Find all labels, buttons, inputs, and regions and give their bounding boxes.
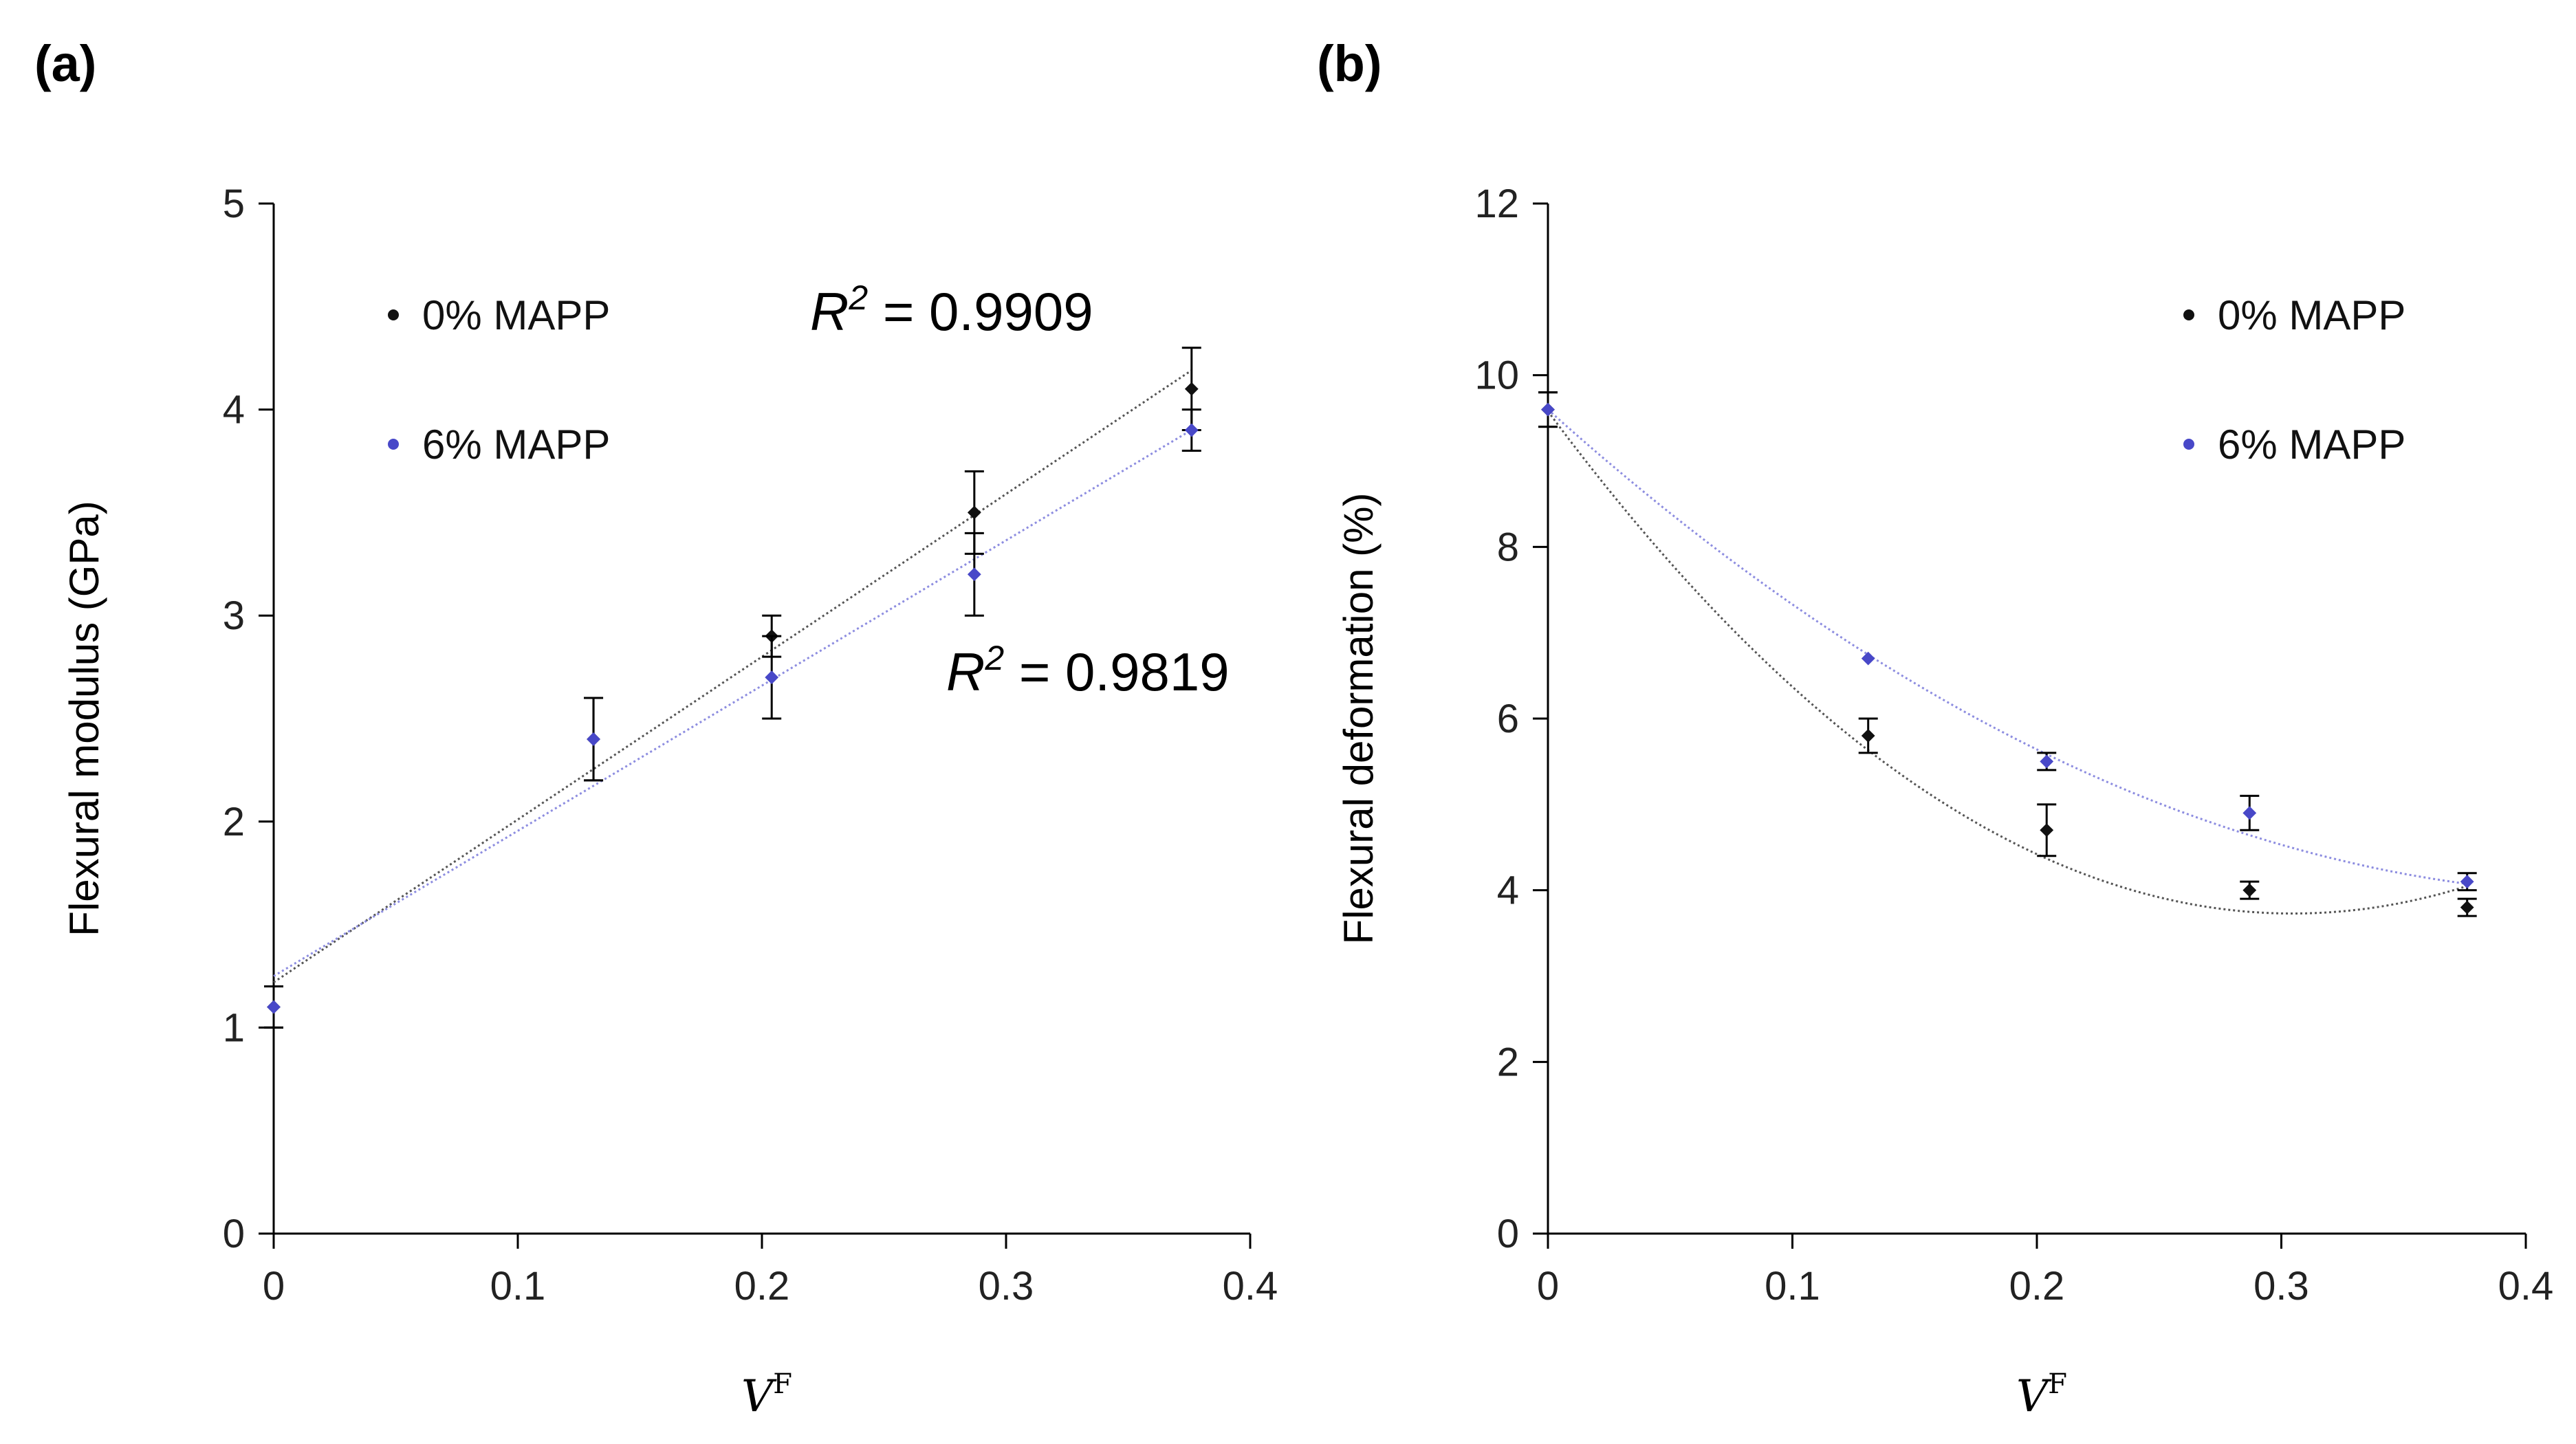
data-point-0pct-mapp — [2460, 900, 2474, 915]
trendline-6pct-mapp — [273, 429, 1192, 977]
panel-b-legend: 0% MAPP 6% MAPP — [2183, 292, 2405, 468]
legend-marker-0pct-mapp — [388, 309, 399, 320]
legend-label-0pct-mapp: 0% MAPP — [2218, 292, 2405, 338]
y-tick-label: 3 — [223, 593, 245, 638]
data-point-6pct-mapp — [2460, 875, 2474, 889]
legend-marker-6pct-mapp — [388, 439, 399, 450]
data-point-0pct-mapp — [1184, 382, 1199, 396]
y-tick-label: 4 — [1497, 868, 1519, 913]
x-tick-label: 0.1 — [490, 1264, 546, 1309]
x-tick-label: 0 — [263, 1264, 285, 1309]
data-point-0pct-mapp — [2242, 883, 2257, 897]
y-tick-label: 8 — [1497, 525, 1519, 569]
trendline-6pct-mapp — [1547, 408, 2467, 885]
y-tick-label: 1 — [223, 1005, 245, 1050]
panel-a-fit-lines — [273, 369, 1192, 983]
panel-b-ticks: 0 2 4 6 8 10 12 0 0.1 0.2 0.3 0.4 — [1474, 182, 2553, 1309]
data-point-6pct-mapp — [1184, 423, 1199, 437]
y-tick-label: 0 — [1497, 1212, 1519, 1256]
legend-label-6pct-mapp: 6% MAPP — [2218, 422, 2405, 468]
y-tick-label: 12 — [1474, 182, 1519, 226]
x-tick-label: 0.3 — [2253, 1264, 2309, 1309]
data-point-6pct-mapp — [967, 567, 981, 582]
panel-a-ticks: 0 1 2 3 4 5 0 0.1 0.2 0.3 0.4 — [223, 182, 1278, 1309]
panel-b-label: (b) — [1317, 35, 1382, 92]
legend-marker-6pct-mapp — [2183, 439, 2194, 450]
data-point-6pct-mapp — [2040, 754, 2054, 769]
data-point-6pct-mapp — [1541, 402, 1555, 417]
y-tick-label: 2 — [223, 800, 245, 844]
y-tick-label: 4 — [223, 388, 245, 433]
y-tick-label: 6 — [1497, 697, 1519, 741]
panel-b-x-axis-label: VF — [2016, 1368, 2067, 1422]
panel-b-y-axis-label: Flexural deformation (%) — [1335, 493, 1382, 945]
legend-label-6pct-mapp: 6% MAPP — [422, 422, 610, 468]
y-tick-label: 0 — [223, 1212, 245, 1256]
data-point-6pct-mapp — [765, 670, 779, 684]
panel-a-axes — [272, 204, 1250, 1235]
x-tick-label: 0.1 — [1765, 1264, 1820, 1309]
data-point-0pct-mapp — [1861, 729, 1875, 743]
data-point-6pct-mapp — [2242, 806, 2257, 820]
trendline-0pct-mapp — [1547, 411, 2468, 915]
x-tick-label: 0 — [1537, 1264, 1559, 1309]
panel-a: (a) 0 1 2 3 4 5 0 0.1 0.2 0.3 0.4 Flexural modulus… — [34, 35, 1278, 1422]
panel-a-legend: 0% MAPP 6% MAPP — [388, 292, 610, 468]
x-tick-label: 0.4 — [2498, 1264, 2554, 1309]
r2-annotation-6pct-mapp: R2 = 0.9819 — [946, 639, 1230, 702]
panel-a-label: (a) — [34, 35, 96, 92]
x-tick-label: 0.2 — [2009, 1264, 2065, 1309]
data-point-6pct-mapp — [1861, 651, 1875, 666]
data-point-0pct-mapp — [967, 505, 981, 520]
y-tick-label: 5 — [223, 182, 245, 226]
legend-label-0pct-mapp: 0% MAPP — [422, 292, 610, 338]
y-tick-label: 10 — [1474, 353, 1519, 398]
panel-a-x-axis-label: VF — [741, 1368, 792, 1422]
y-tick-label: 2 — [1497, 1040, 1519, 1084]
panel-a-y-axis-label: Flexural modulus (GPa) — [61, 501, 107, 937]
r2-annotation-0pct-mapp: R2 = 0.9909 — [810, 278, 1093, 342]
trendline-0pct-mapp — [273, 369, 1192, 983]
x-tick-label: 0.4 — [1223, 1264, 1278, 1309]
data-point-6pct-mapp — [587, 732, 600, 746]
panel-b-axes — [1547, 204, 2526, 1235]
panel-b-fit-lines — [1547, 408, 2468, 915]
panel-a-data-points — [264, 347, 1201, 1029]
panel-b-data-points — [1538, 391, 2477, 917]
data-point-0pct-mapp — [2040, 823, 2054, 838]
data-point-6pct-mapp — [267, 1000, 281, 1014]
x-tick-label: 0.3 — [979, 1264, 1034, 1309]
panel-b: (b) 0 2 4 6 8 10 12 0 0.1 0.2 0.3 0.4 Flexural defo… — [1317, 35, 2553, 1422]
legend-marker-0pct-mapp — [2183, 309, 2194, 320]
x-tick-label: 0.2 — [734, 1264, 790, 1309]
